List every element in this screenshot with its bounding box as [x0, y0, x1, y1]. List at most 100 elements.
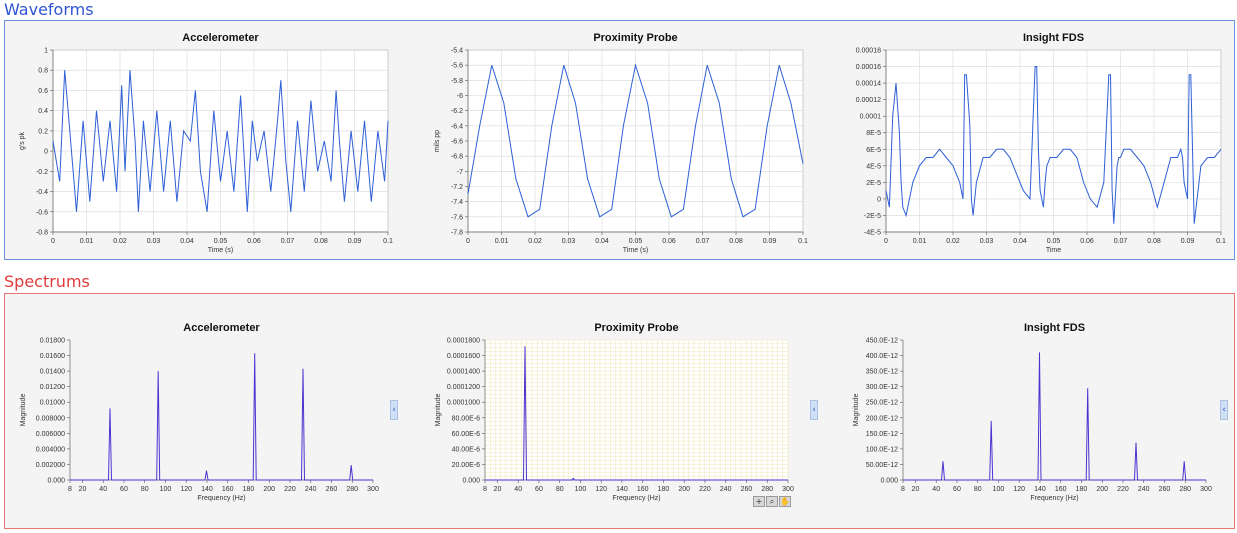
chart-2-xtick-label: 0.1 [1216, 238, 1226, 245]
chart-0-xtick-label: 0.05 [214, 238, 228, 245]
chart-4-xtick-label: 260 [741, 486, 753, 493]
chart-0-ytick-label: -0.2 [36, 169, 48, 176]
chart-4-xtick-label: 240 [720, 486, 732, 493]
chart-4-xtick-label: 220 [699, 486, 711, 493]
chart-2-ytick-label: 0.00018 [856, 48, 881, 55]
chart-5-ytick-label: 400.0E-12 [866, 353, 898, 360]
collapse-button-2[interactable]: ‹ [810, 400, 818, 420]
chart-1-title: Proximity Probe [593, 32, 677, 44]
chart-4-ylabel: Magnitude [435, 394, 442, 427]
graph-palette: + ⌕ ✋ [753, 496, 791, 507]
chart-4-xtick-label: 60 [535, 486, 543, 493]
collapse-button-1[interactable]: ‹ [390, 400, 398, 420]
pan-hand-icon[interactable]: ✋ [779, 496, 791, 507]
chart-4-ytick-label: 0.0001600 [447, 353, 480, 360]
collapse-button-3[interactable]: ‹ [1220, 400, 1228, 420]
chart-2-ytick-label: 6E-5 [866, 147, 881, 154]
chart-0-ytick-label: 0.8 [38, 68, 48, 75]
chart-4-ytick-label: 20.00E-6 [452, 462, 481, 469]
chart-3-ytick-label: 0.002000 [36, 462, 65, 469]
chart-4-xtick-label: 200 [678, 486, 690, 493]
chart-1-xtick-label: 0.07 [696, 238, 710, 245]
chart-5-xtick-label: 8 [901, 486, 905, 493]
chart-4-title: Proximity Probe [594, 322, 678, 334]
chart-0-ytick-label: 1 [44, 48, 48, 55]
chart-2-xtick-label: 0.03 [980, 238, 994, 245]
chart-1-ytick-label: -7.8 [451, 230, 463, 237]
chart-0-ytick-label: 0.2 [38, 128, 48, 135]
fds-waveform-chart: Insight FDS 0 0.01 0.02 0.03 0.04 0.05 0.06 0.07… [856, 32, 1226, 254]
chart-0-title: Accelerometer [182, 32, 259, 44]
chart-5-xtick-label: 140 [1034, 486, 1046, 493]
chart-1-xtick-label: 0.04 [595, 238, 609, 245]
chart-2-xtick-label: 0.01 [913, 238, 927, 245]
chart-4-ytick-label: 0.0001800 [447, 338, 480, 345]
chart-5-xtick-label: 300 [1200, 486, 1212, 493]
chart-4-ytick-label: 0.0001000 [447, 400, 480, 407]
chart-2-xtick-label: 0.09 [1181, 238, 1195, 245]
chart-0-ylabel: g's pk [19, 131, 26, 150]
chart-4-ytick-label: 60.00E-6 [452, 431, 481, 438]
proximity-waveform-chart: Proximity Probe 0 0.01 0.02 0.03 0.04 0.05 0.06… [434, 32, 808, 254]
chart-1-xlabel: Time (s) [623, 247, 648, 254]
chart-0-ytick-label: 0 [44, 149, 48, 156]
chart-3-ytick-label: 0.004000 [36, 446, 65, 453]
chart-2-ytick-label: 0.0001 [860, 114, 882, 121]
zoom-icon[interactable]: ⌕ [766, 496, 778, 507]
chart-3-ytick-label: 0.01400 [40, 369, 65, 376]
crosshair-icon[interactable]: + [753, 496, 765, 507]
chart-2-xtick-label: 0.05 [1047, 238, 1061, 245]
chart-2-ytick-label: 0 [877, 196, 881, 203]
chart-1-xtick-label: 0.03 [562, 238, 576, 245]
chart-2-xtick-label: 0.04 [1013, 238, 1027, 245]
chart-5-ytick-label: 150.0E-12 [866, 431, 898, 438]
chart-3-ylabel: Magnitude [20, 394, 27, 427]
chart-1-xtick-label: 0.1 [798, 238, 808, 245]
chart-3-spectrum-line [70, 353, 373, 481]
chart-3-xtick-label: 120 [180, 486, 192, 493]
chart-0-ytick-label: 0.4 [38, 108, 48, 115]
chart-1-ytick-label: -6.6 [451, 139, 463, 146]
chart-5-xtick-label: 160 [1055, 486, 1067, 493]
chevron-left-icon: ‹ [392, 405, 396, 415]
chart-2-xtick-label: 0.07 [1114, 238, 1128, 245]
chart-0-xtick-label: 0.07 [281, 238, 295, 245]
chart-2-ytick-label: 0.00014 [856, 81, 881, 88]
chart-0-ytick-label: 0.6 [38, 88, 48, 95]
accelerometer-spectrum-chart: Accelerometer 8 20 40 60 80 100 120 140 160 180 200… [20, 322, 379, 502]
chart-5-xtick-label: 220 [1117, 486, 1129, 493]
chart-0-xtick-label: 0.06 [247, 238, 261, 245]
chart-1-ytick-label: -6.4 [451, 123, 463, 130]
chart-1-ytick-label: -7.2 [451, 184, 463, 191]
chart-3-ytick-label: 0.006000 [36, 431, 65, 438]
chart-2-xtick-label: 0.08 [1147, 238, 1161, 245]
chart-5-plot-area [903, 340, 1206, 480]
chart-5-xtick-label: 20 [912, 486, 920, 493]
chart-0-xlabel: Time (s) [208, 247, 233, 254]
chart-0-xtick-label: 0 [51, 238, 55, 245]
chart-1-xtick-label: 0.01 [495, 238, 509, 245]
chart-5-xtick-label: 200 [1096, 486, 1108, 493]
proximity-spectrum-chart: Proximity Probe 8 20 40 60 80 100 120 140 160 180 2… [435, 322, 794, 502]
chart-1-xtick-label: 0 [466, 238, 470, 245]
chart-2-xtick-label: 0.02 [946, 238, 960, 245]
chart-1-ytick-label: -7 [457, 169, 463, 176]
chart-4-xtick-label: 100 [575, 486, 587, 493]
chart-0-ytick-label: -0.8 [36, 230, 48, 237]
chart-3-ytick-label: 0.01800 [40, 338, 65, 345]
chart-0-xtick-label: 0.01 [80, 238, 94, 245]
chart-0-ytick-label: -0.6 [36, 209, 48, 216]
chart-5-xlabel: Frequency (Hz) [1030, 495, 1078, 502]
chevron-left-icon: ‹ [1222, 405, 1226, 415]
chart-4-xtick-label: 280 [761, 486, 773, 493]
spectrums-section-title: Spectrums [4, 272, 90, 291]
chart-2-ytick-label: 0.00016 [856, 64, 881, 71]
chart-4-ytick-label: 0.0001200 [447, 384, 480, 391]
chart-5-ytick-label: 300.0E-12 [866, 384, 898, 391]
chart-3-xtick-label: 220 [284, 486, 296, 493]
chart-3-ytick-label: 0.008000 [36, 415, 65, 422]
fds-spectrum-chart: Insight FDS 8 20 40 60 80 100 120 140 160 180 200 22… [853, 322, 1212, 502]
chevron-left-icon: ‹ [812, 405, 816, 415]
chart-4-ytick-label: 0.000 [462, 478, 480, 485]
chart-4-xtick-label: 300 [782, 486, 794, 493]
